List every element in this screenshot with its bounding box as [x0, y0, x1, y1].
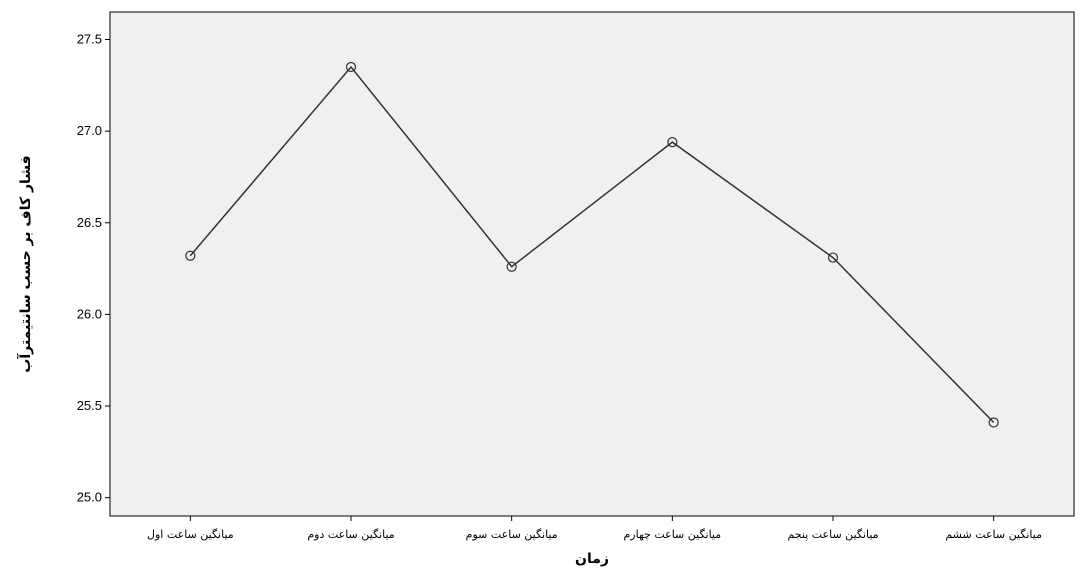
data-point	[345, 61, 357, 73]
series-line	[189, 65, 995, 424]
data-point	[827, 252, 839, 263]
y-tick-label: 27.5	[77, 31, 102, 46]
y-tick-label: 27.0	[77, 123, 102, 138]
x-tick-label: میانگین ساعت ششم	[945, 528, 1042, 541]
x-tick-label: میانگین ساعت اول	[147, 528, 234, 541]
x-tick-label: میانگین ساعت دوم	[307, 528, 394, 541]
data-point	[185, 250, 196, 261]
y-tick-label: 25.5	[77, 398, 102, 413]
data-markers	[185, 61, 999, 428]
data-point	[667, 137, 678, 148]
plot-area	[109, 11, 1075, 517]
x-tick-label: میانگین ساعت سوم	[466, 528, 558, 541]
x-axis-title: زمان	[575, 551, 609, 567]
x-axis: میانگین ساعت اول میانگین ساعت دوم میانگین …	[147, 516, 1042, 541]
x-tick-label: میانگین ساعت چهارم	[623, 528, 721, 541]
data-point	[506, 261, 517, 272]
series-polyline	[189, 65, 995, 424]
y-axis-title: فشار کاف بر حسب سانتیمترآب	[16, 155, 34, 372]
x-tick-label: میانگین ساعت پنجم	[787, 528, 878, 541]
y-axis: 25.0 25.5 26.0 26.5 27.0 27.5	[77, 31, 110, 505]
y-tick-label: 26.0	[77, 306, 102, 321]
data-point	[988, 417, 999, 428]
y-tick-label: 25.0	[77, 490, 102, 505]
y-tick-label: 26.5	[77, 215, 102, 230]
